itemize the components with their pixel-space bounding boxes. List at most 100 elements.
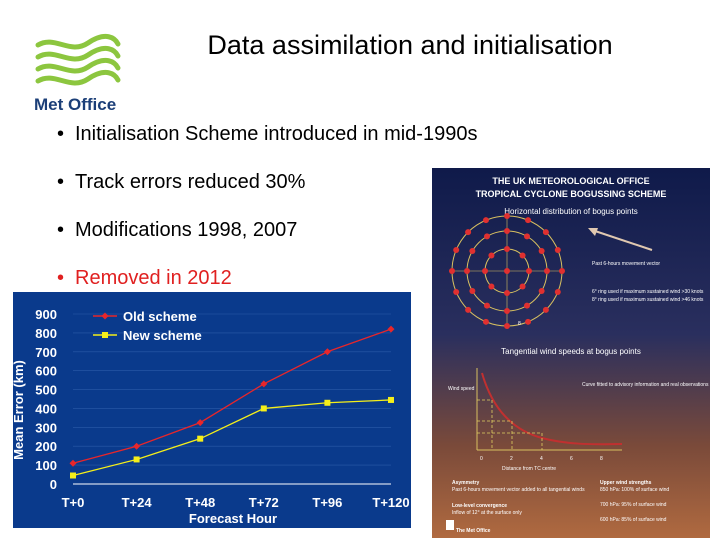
bogus-point [449,268,455,274]
bogus-point [519,252,526,259]
bullet-item: Track errors reduced 30% [57,168,477,216]
bullet-item: Modifications 1998, 2007 [57,216,477,264]
met-office-logo: Met Office [30,30,125,120]
x-tick-label: T+96 [312,495,342,510]
y-tick-label: 900 [35,307,57,322]
met-office-logo-mark: Met Office [34,33,121,114]
bogus-point [554,246,561,253]
bogus-point [482,217,489,224]
asymmetry-heading: Asymmetry [452,480,479,486]
ring-note-1: 6° ring used if maximum sustained wind >… [592,289,704,295]
bogus-point [465,306,472,313]
slide-title: Data assimilation and initialisation [207,30,613,60]
poster-footer: The Met Office [456,528,491,534]
data-point [387,325,395,333]
bogus-point [504,246,510,252]
bogus-point [504,228,510,234]
x-tick-label: T+72 [249,495,279,510]
data-point [133,442,141,450]
upper-wind-1: 850 hPa: 100% of surface wind [600,487,669,493]
ring-mark: 8 [518,321,521,327]
bogus-point [504,290,510,296]
bullet-item: Initialisation Scheme introduced in mid-… [57,120,477,168]
bogussing-scheme-poster: THE UK METEOROLOGICAL OFFICE TROPICAL CY… [432,168,710,538]
ring-note-2: 8° ring used if maximum sustained wind >… [592,297,704,303]
bogus-point [453,246,460,253]
bogus-point [524,302,530,309]
y-tick-label: 200 [35,439,57,454]
asymmetry-text: Past 6-hours movement vector added to al… [452,487,585,493]
upper-wind-2: 700 hPa: 95% of surface wind [600,502,667,508]
chart-background [13,292,411,528]
poster-title-2: TROPICAL CYCLONE BOGUSSING SCHEME [476,189,667,199]
bogus-point-centre [504,268,510,274]
legend-marker [102,332,108,338]
data-point [324,399,331,406]
bogus-point [559,268,565,274]
convergence-heading: Low-level convergence [452,503,507,509]
data-point [133,456,140,463]
y-axis-label: Mean Error (km) [13,360,26,460]
distance-tick: 2 [510,456,513,462]
poster-panel2-heading: Tangential wind speeds at bogus points [501,347,641,356]
bullet-item-highlight: Removed in 2012 [57,264,477,312]
distance-tick: 4 [540,456,543,462]
x-axis-label: Forecast Hour [189,511,277,526]
bogus-point [525,217,532,224]
bogus-point [544,268,550,274]
y-tick-label: 0 [50,477,57,492]
bogus-point [484,233,490,240]
data-point [388,396,394,403]
series-line-0 [72,328,392,464]
bullet-list: Initialisation Scheme introduced in mid-… [57,120,477,312]
legend-marker [101,312,109,320]
upper-wind-3: 600 hPa: 85% of surface wind [600,517,667,523]
distance-tick: 6 [570,456,573,462]
series-line-1 [72,399,392,477]
bogus-point [504,213,510,219]
track-error-chart: 0 100 200 300 400 500 600 700 800 900 T+0 T+24 T+48 T… [13,292,411,528]
legend-label: New scheme [123,328,202,343]
motion-label: Past 6-hours movement vector [592,261,660,267]
y-tick-label: 700 [35,345,57,360]
bogus-point [554,289,561,296]
y-tick-label: 300 [35,420,57,435]
distance-tick: 0 [480,456,483,462]
data-point [260,405,267,412]
bogus-point [484,302,490,309]
bogus-point [538,288,545,294]
x-tick-label: T+24 [122,495,153,510]
poster-title-1: THE UK METEOROLOGICAL OFFICE [492,176,649,186]
wind-axis-label: Wind speed [448,386,475,392]
bogus-point [542,306,549,313]
data-point [197,435,204,442]
x-tick-label: T+48 [185,495,215,510]
legend-label: Old scheme [123,309,197,324]
bogus-point [504,308,510,314]
y-tick-label: 400 [35,401,57,416]
distance-tick: 8 [600,456,603,462]
data-point [323,348,331,356]
y-tick-label: 500 [35,383,57,398]
x-tick-label: T+0 [62,495,85,510]
bogus-point [453,289,460,296]
bogus-point [538,248,545,254]
convergence-text: Inflow of 12° at the surface only [452,510,522,516]
data-point [260,380,268,388]
x-tick-label: T+120 [372,495,409,510]
bogus-point [504,323,510,329]
bogus-point [469,288,476,294]
y-tick-label: 100 [35,458,57,473]
distance-axis-label: Distance from TC centre [502,466,556,472]
bogus-point [488,252,495,259]
bogus-point [482,318,489,325]
bogus-point [526,268,532,274]
bogus-point [469,248,476,254]
bogus-point [464,268,470,274]
y-tick-label: 800 [35,326,57,341]
bogus-point [525,318,532,325]
bogus-points-diagram [449,213,653,329]
curve-note: Curve fitted to advisory information and… [582,382,709,388]
y-tick-label: 600 [35,364,57,379]
bogus-point [465,229,472,236]
